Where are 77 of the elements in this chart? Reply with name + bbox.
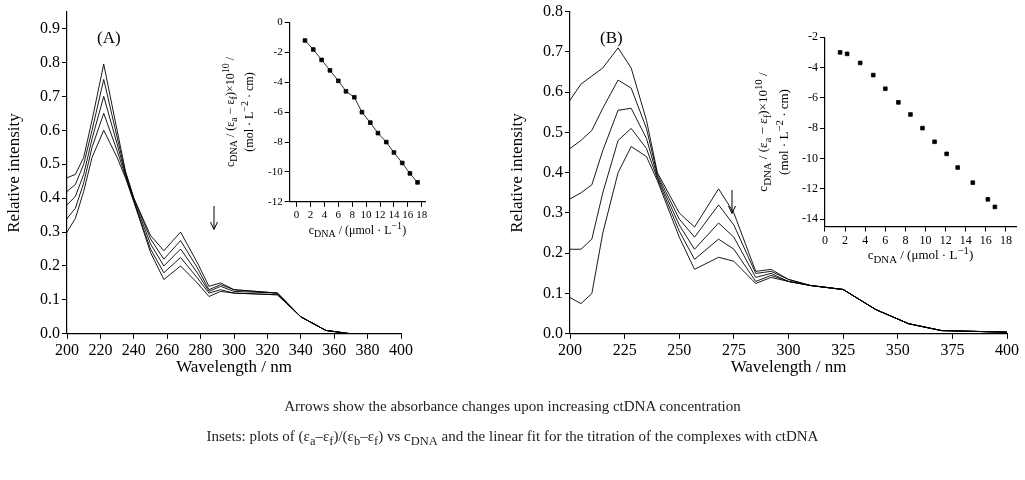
y-tick-label: -10 bbox=[267, 164, 284, 177]
x-tick-label: 4 bbox=[321, 208, 328, 221]
y-axis-title: Relative intensity bbox=[506, 112, 527, 233]
x-tick-label: 200 bbox=[55, 340, 79, 358]
y-tick-label: -6 bbox=[273, 105, 284, 118]
x-tick-label: 375 bbox=[940, 340, 965, 358]
y-tick-label: 0.8 bbox=[543, 1, 563, 19]
x-tick-label: 260 bbox=[155, 340, 180, 358]
y-tick-label: 0.1 bbox=[40, 290, 60, 308]
x-tick-label: 0 bbox=[822, 232, 828, 247]
y-tick-label: 0.2 bbox=[543, 243, 563, 261]
x-tick-label: 280 bbox=[188, 340, 213, 358]
y-tick-label: 0.5 bbox=[543, 122, 563, 140]
x-tick-label: 18 bbox=[416, 208, 428, 221]
x-tick-label: 2 bbox=[307, 208, 314, 221]
y-tick-label: -6 bbox=[808, 89, 818, 104]
y-tick-label: -12 bbox=[802, 180, 818, 195]
y-tick-label: 0.2 bbox=[40, 256, 60, 274]
y-tick-label: -12 bbox=[267, 194, 283, 207]
y-tick-label: 0.6 bbox=[40, 120, 60, 138]
y-tick-label: 0.8 bbox=[40, 52, 60, 70]
y-tick-label: -4 bbox=[273, 75, 284, 88]
x-tick-label: 350 bbox=[885, 340, 910, 358]
y-tick-label: 0.9 bbox=[40, 18, 60, 36]
y-tick-label: -14 bbox=[802, 211, 818, 226]
y-axis-title: Relative intensity bbox=[3, 112, 24, 233]
x-tick-label: 320 bbox=[255, 340, 280, 358]
x-tick-label: 250 bbox=[667, 340, 692, 358]
y-tick-label: -2 bbox=[273, 45, 283, 58]
x-tick-label: 18 bbox=[999, 232, 1012, 247]
annotation: (A) bbox=[97, 27, 121, 47]
y-tick-label: -4 bbox=[808, 59, 818, 74]
y-tick-label: 0.7 bbox=[40, 86, 60, 104]
x-tick-label: 300 bbox=[776, 340, 801, 358]
x-tick-label: 6 bbox=[335, 208, 342, 221]
text: Arrows show the absorbance changes upon increasing ctDNA concentration bbox=[283, 398, 742, 415]
x-tick-label: 0 bbox=[293, 208, 300, 221]
x-tick-label: 16 bbox=[402, 208, 414, 221]
x-tick-label: 400 bbox=[995, 340, 1019, 358]
y-tick-label: 0 bbox=[277, 15, 284, 28]
y-tick-label: 0.4 bbox=[543, 162, 563, 180]
x-tick-label: 220 bbox=[88, 340, 113, 358]
y-tick-label: -8 bbox=[808, 120, 818, 135]
y-tick-label: 0.1 bbox=[543, 283, 563, 301]
x-tick-label: 4 bbox=[862, 232, 869, 247]
y-tick-label: 0.7 bbox=[543, 42, 563, 60]
x-tick-label: 10 bbox=[360, 208, 373, 221]
x-tick-label: 14 bbox=[388, 208, 400, 221]
x-tick-label: 380 bbox=[355, 340, 380, 358]
y-tick-label: 0.3 bbox=[543, 203, 563, 221]
y-tick-label: -10 bbox=[802, 150, 818, 165]
x-tick-label: 225 bbox=[612, 340, 637, 358]
x-tick-label: 8 bbox=[349, 208, 356, 221]
x-tick-label: 200 bbox=[558, 340, 582, 358]
x-tick-label: 2 bbox=[842, 232, 849, 247]
y-tick-label: 0.3 bbox=[40, 222, 60, 240]
x-tick-label: 340 bbox=[288, 340, 313, 358]
y-tick-label: 0.5 bbox=[40, 154, 60, 172]
x-axis-title: c$_{DNA}$ / (μmol · L$^{−1}$) bbox=[308, 219, 407, 240]
x-tick-label: 12 bbox=[374, 208, 386, 221]
x-tick-label: 300 bbox=[222, 340, 246, 358]
text: Insets: plots of (ε$_{a}$–ε$_{f}$)/(ε$_{b}$–ε$_{f}$) vs c$_{DNA}$ and the linear fit for the titration of the complexes with ctDNA bbox=[206, 428, 819, 448]
x-tick-label: 16 bbox=[979, 232, 992, 247]
x-tick-label: 325 bbox=[831, 340, 856, 358]
x-tick-label: 360 bbox=[322, 340, 347, 358]
y-tick-label: -8 bbox=[273, 134, 284, 147]
x-axis-title: Wavelength / nm bbox=[176, 356, 292, 377]
y-tick-label: 0.0 bbox=[40, 324, 60, 341]
x-axis-title: Wavelength / nm bbox=[730, 356, 847, 377]
x-tick-label: 400 bbox=[389, 340, 413, 358]
y-tick-label: 0.0 bbox=[543, 324, 563, 341]
y-tick-label: -2 bbox=[808, 29, 818, 44]
y-tick-label: 0.4 bbox=[40, 188, 60, 206]
y-tick-label: 0.6 bbox=[543, 82, 563, 100]
annotation: (B) bbox=[600, 27, 623, 47]
x-tick-label: 275 bbox=[721, 340, 746, 358]
x-tick-label: 240 bbox=[121, 340, 146, 358]
